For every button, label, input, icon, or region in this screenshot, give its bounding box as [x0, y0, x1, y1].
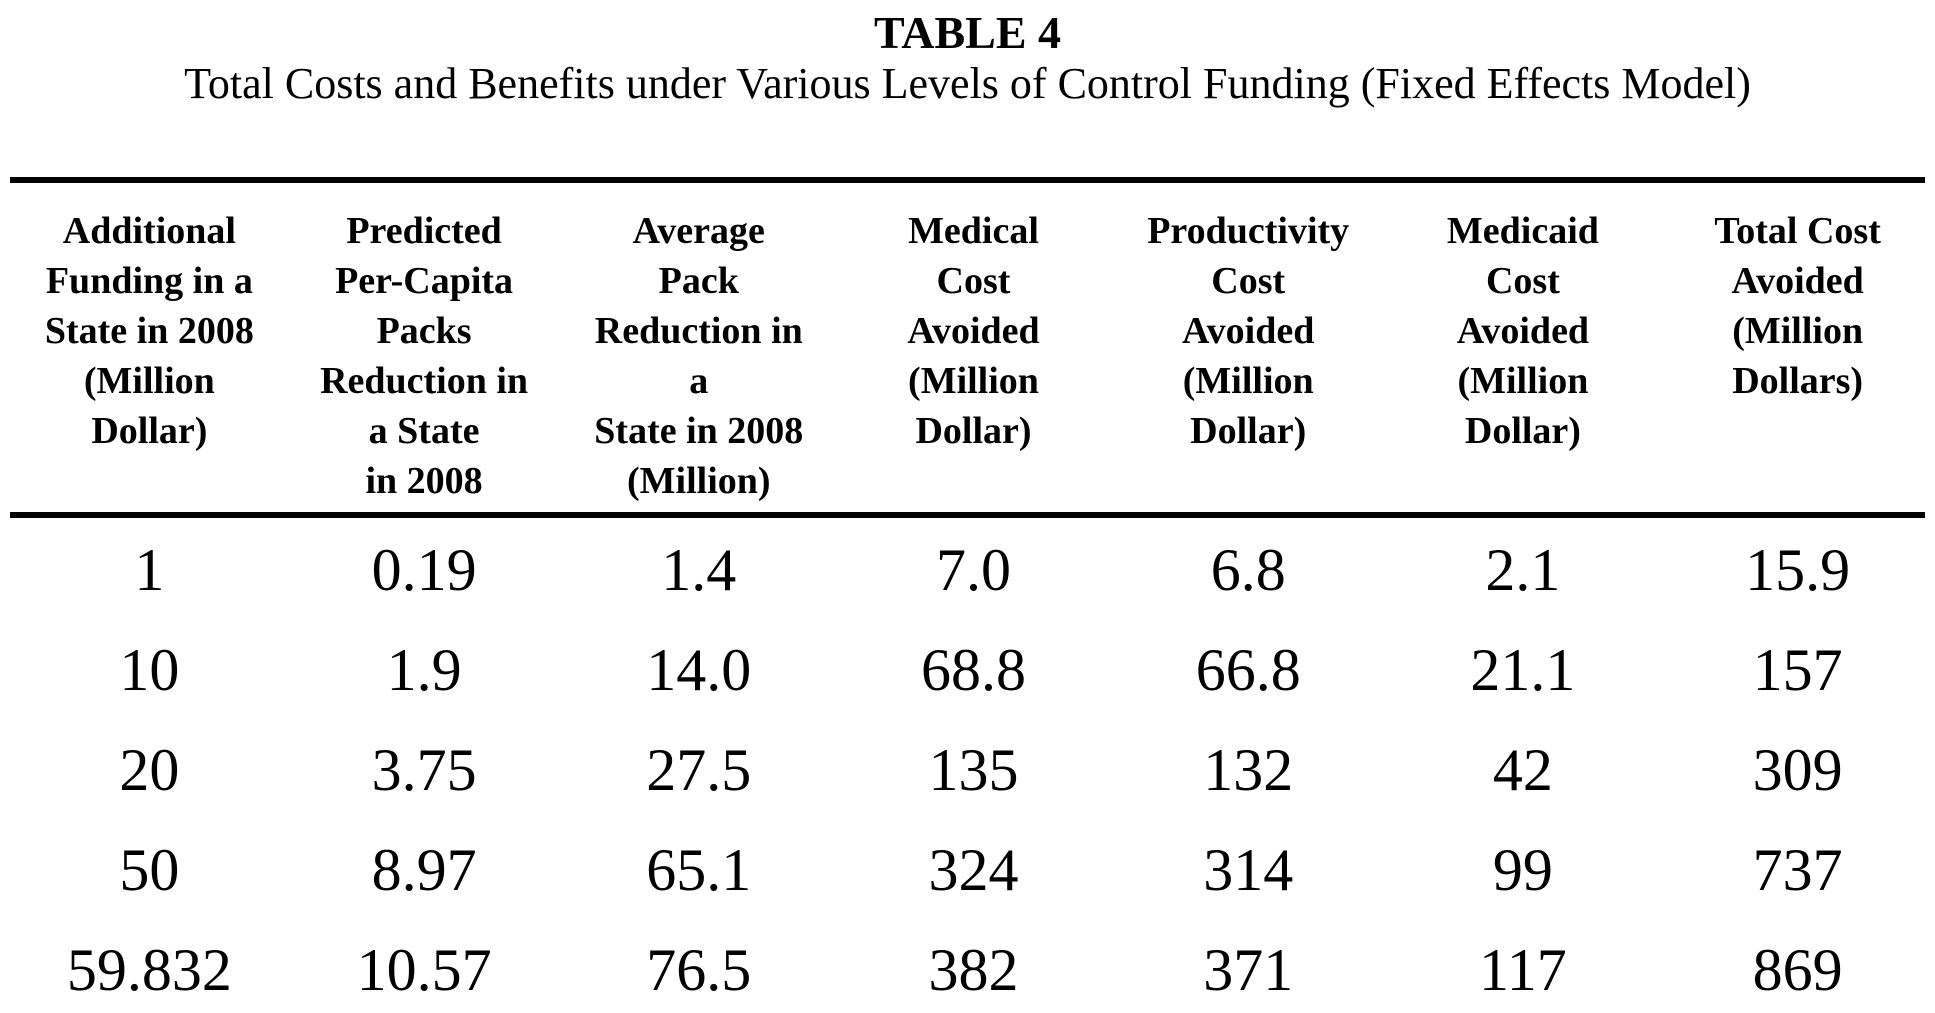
table-title: TABLE 4: [873, 7, 1062, 58]
table-cell: 309: [1752, 736, 1843, 803]
table-cell: 737: [1752, 836, 1843, 903]
table-cell: 7.0: [935, 536, 1011, 603]
table-row: 1 0.19 1.4 7.0 6.8 2.1 15.9: [12, 520, 1935, 620]
table-row: 59.832 10.57 76.5 382 371 117 869: [12, 920, 1935, 1013]
table-cell: 14.0: [646, 636, 752, 703]
table-cell: 1.9: [386, 636, 462, 703]
table-body: 1 0.19 1.4 7.0 6.8 2.1 15.9 10 1.9 14.0 …: [12, 520, 1935, 1013]
table-cell: 42: [1492, 736, 1553, 803]
table-row: 50 8.97 65.1 324 314 99 737: [12, 820, 1935, 920]
table-cell: 10: [119, 636, 180, 703]
table-cell: 68.8: [920, 636, 1026, 703]
table-cell: 8.97: [371, 836, 477, 903]
table-cell: 59.832: [66, 936, 232, 1003]
table-cell: 314: [1203, 836, 1294, 903]
table-row: 20 3.75 27.5 135 132 42 309: [12, 720, 1935, 820]
column-header-total-cost-avoided: Total Cost Avoided (Million Dollars): [1714, 210, 1881, 402]
column-header-productivity-cost-avoided: Productivity Cost Avoided (Million Dolla…: [1147, 210, 1350, 452]
table-cell: 99: [1492, 836, 1553, 903]
table-cell: 65.1: [646, 836, 752, 903]
table-cell: 1: [134, 536, 165, 603]
table-cell: 3.75: [371, 736, 477, 803]
table-cell: 76.5: [646, 936, 752, 1003]
table-cell: 135: [928, 736, 1019, 803]
table-subtitle: Total Costs and Benefits under Various L…: [184, 59, 1751, 108]
table-cell: 15.9: [1745, 536, 1851, 603]
top-rule: [10, 177, 1925, 183]
table-cell: 10.57: [356, 936, 492, 1003]
column-header-per-capita-packs-reduction: Predicted Per-Capita Packs Reduction in …: [320, 210, 529, 502]
table-cell: 6.8: [1210, 536, 1286, 603]
table-row: 10 1.9 14.0 68.8 66.8 21.1 157: [12, 620, 1935, 720]
header-separator-rule: [10, 512, 1925, 518]
table-cell: 21.1: [1470, 636, 1576, 703]
table-cell: 869: [1752, 936, 1843, 1003]
table-cell: 157: [1752, 636, 1843, 703]
table-cell: 324: [928, 836, 1019, 903]
table-cell: 2.1: [1485, 536, 1561, 603]
column-header-additional-funding: Additional Funding in a State in 2008 (M…: [44, 210, 254, 452]
table-header-row: Additional Funding in a State in 2008 (M…: [12, 206, 1935, 506]
table-cell: 117: [1479, 936, 1567, 1003]
table-cell: 27.5: [646, 736, 752, 803]
table-cell: 371: [1203, 936, 1294, 1003]
table-cell: 0.19: [371, 536, 477, 603]
table-cell: 382: [928, 936, 1019, 1003]
column-header-average-pack-reduction: Average Pack Reduction in a State in 200…: [594, 210, 804, 502]
table-cell: 1.4: [661, 536, 737, 603]
table-cell: 50: [119, 836, 180, 903]
column-header-medical-cost-avoided: Medical Cost Avoided (Million Dollar): [907, 210, 1040, 452]
table-cell: 132: [1203, 736, 1294, 803]
column-header-medicaid-cost-avoided: Medicaid Cost Avoided (Million Dollar): [1446, 210, 1599, 452]
table-cell: 66.8: [1195, 636, 1301, 703]
table-cell: 20: [119, 736, 180, 803]
